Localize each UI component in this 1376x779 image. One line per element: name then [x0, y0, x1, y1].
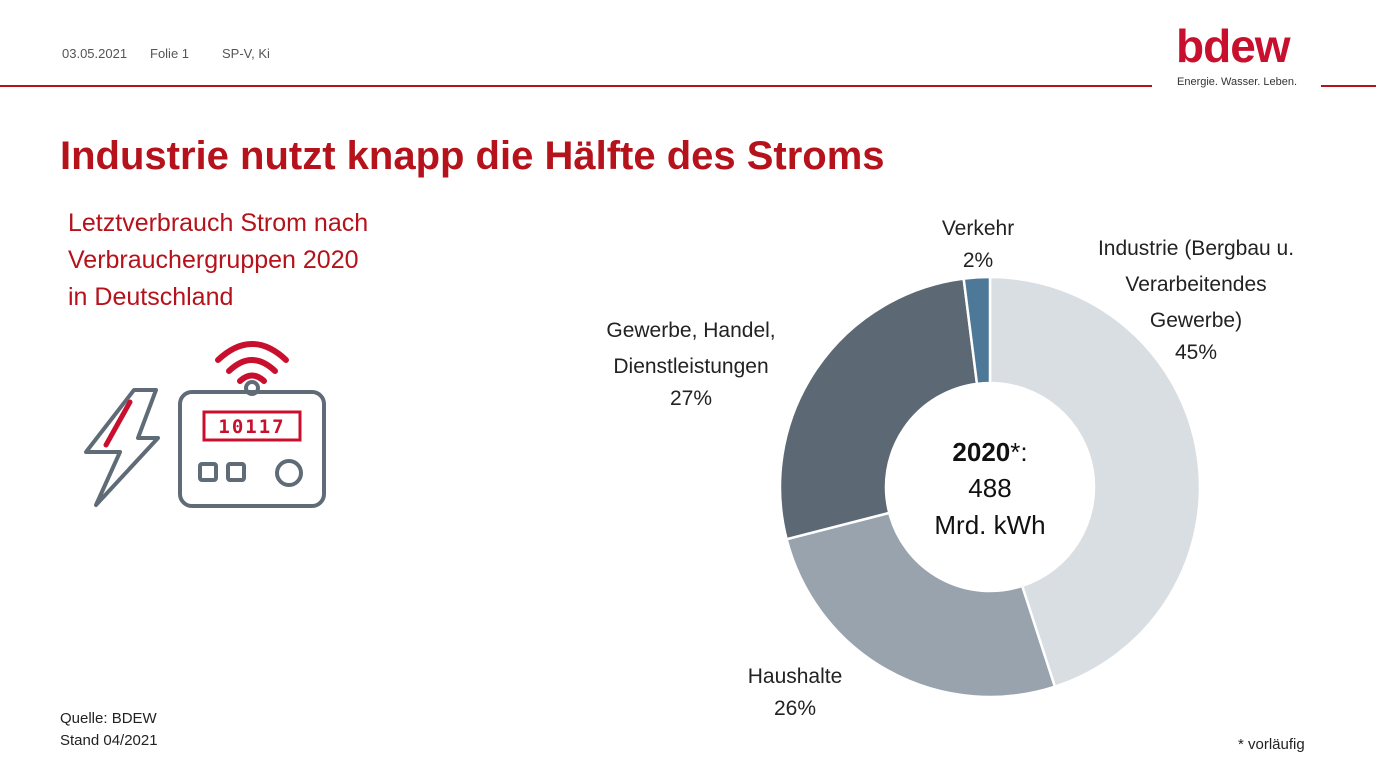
meter-body [178, 390, 326, 508]
meter-display [202, 410, 302, 442]
meter-button [198, 462, 218, 482]
donut-slice [785, 511, 1057, 699]
center-total-unit: Mrd. kWh [934, 510, 1045, 540]
lightning-bolt-icon [84, 388, 160, 507]
slide-title: Industrie nutzt knapp die Hälfte des Str… [60, 134, 885, 178]
center-year-suffix: *: [1010, 437, 1027, 467]
slice-category-label: Industrie (Bergbau u. [1098, 237, 1294, 260]
source-line: Quelle: BDEW [60, 710, 157, 727]
source-note: Quelle: BDEW Stand 04/2021 [60, 708, 158, 752]
slice-percent-label: 26% [774, 697, 816, 720]
slide-date: 03.05.2021 [62, 46, 128, 61]
center-total-value: 488 [968, 473, 1011, 503]
header-rule-right [1321, 85, 1376, 87]
center-label-year-line: 2020*: [952, 437, 1027, 467]
donut-slice [778, 277, 979, 541]
wifi-signal-icon [215, 341, 289, 363]
bdew-tagline: Energie. Wasser. Leben. [1177, 76, 1298, 88]
slice-percent-label: 27% [670, 387, 712, 410]
header-rule-left [0, 85, 1152, 87]
slice-category-label: Verarbeitendes [1125, 273, 1266, 296]
meter-button [226, 462, 246, 482]
bdew-logo: bdew [1176, 20, 1291, 72]
slice-category-label: Verkehr [942, 217, 1014, 240]
slide-author: SP-V, Ki [222, 46, 270, 61]
slide-number: Folie 1 [150, 46, 190, 61]
meter-reading: 10117 [218, 416, 285, 438]
slice-labels: Industrie (Bergbau u. Verarbeitendes Gewer… [606, 217, 1294, 720]
slice-category-label: Gewerbe) [1150, 309, 1242, 332]
donut-slice [988, 275, 1202, 689]
electricity-meter-icon: 10117 [84, 341, 326, 508]
donut-slice [962, 275, 992, 386]
slice-percent-label: 2% [963, 249, 993, 272]
status-line: Stand 04/2021 [60, 732, 158, 749]
slice-category-label: Gewerbe, Handel, [606, 319, 775, 342]
subtitle-line: in Deutschland [68, 283, 234, 311]
slice-category-label: Dienstleistungen [613, 355, 768, 378]
center-year: 2020 [952, 437, 1010, 467]
slice-category-label: Haushalte [748, 665, 843, 688]
donut-slices [778, 275, 1202, 699]
meter-dial [275, 459, 303, 487]
subtitle-line: Letztverbrauch Strom nach [68, 209, 369, 237]
subtitle-line: Verbrauchergruppen 2020 [68, 246, 359, 274]
lightning-accent-icon [103, 399, 133, 448]
slice-percent-label: 45% [1175, 341, 1217, 364]
footnote: * vorläufig [1238, 736, 1305, 753]
chart-subtitle: Letztverbrauch Strom nach Verbrauchergru… [68, 205, 448, 316]
